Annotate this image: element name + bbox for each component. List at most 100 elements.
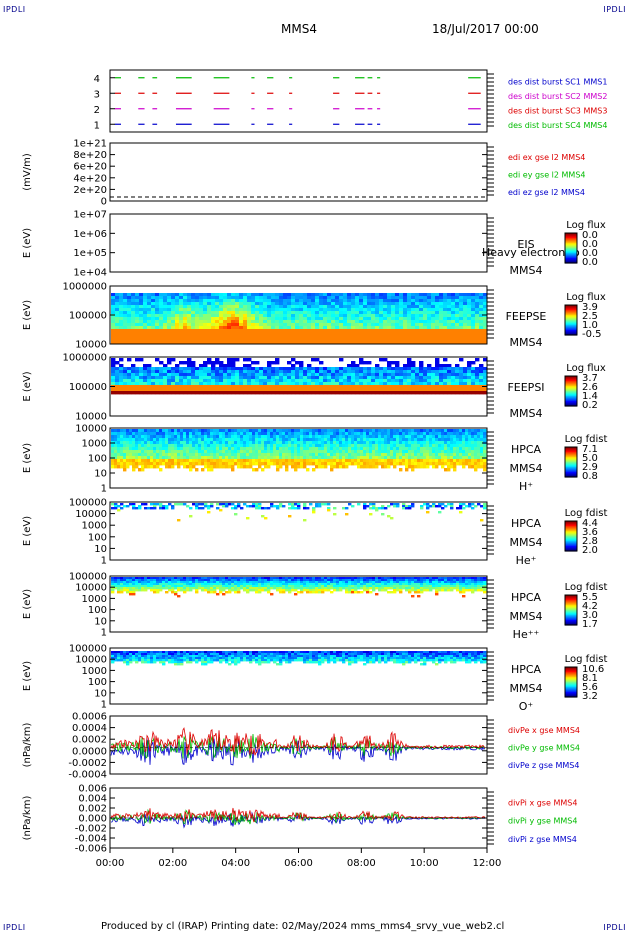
panel-hpca_he-heat-cell [237, 503, 241, 506]
panel-hpca_h-heat-cell [279, 450, 283, 454]
panel-hpca_h-heat-cell [213, 453, 217, 457]
panel-feepsi-heat-cell [403, 388, 408, 392]
panel-feepse-heat-cell [403, 302, 408, 306]
panel-feepse-heat-cell [203, 338, 208, 342]
panel-feepsi-heat-cell [219, 391, 224, 395]
panel-feepsi-heat-cell [311, 367, 316, 371]
panel-feepsi-heat-cell [367, 367, 372, 371]
panel-feepse-heat-cell [259, 299, 264, 303]
panel-feepse-heat-cell [251, 326, 256, 330]
panel-feepsi-heat-cell [291, 379, 296, 383]
panel-feepse-heat-cell [219, 341, 224, 345]
panel-hpca_he2-heat-cell [114, 583, 118, 586]
panel-hpca_h-heat-cell [297, 450, 301, 454]
panel-feepsi-heat-cell [303, 376, 308, 380]
panel-feepse-heat-cell [363, 308, 368, 312]
panel-hpca_h-heat-cell [411, 453, 415, 457]
panel-feepse-heat-cell [155, 302, 160, 306]
panel-hpca_h-heat-cell [201, 450, 205, 454]
panel-hpca_h-heat-cell [405, 450, 409, 454]
panel-feepsi-heat-cell [451, 367, 456, 371]
panel-hpca_he2-heat-cell [126, 585, 130, 588]
panel-feepsi-heat-cell [115, 379, 120, 383]
panel-hpca_h-heat-cell [201, 438, 205, 442]
panel-feepsi-heat-cell [419, 364, 424, 368]
panel-hpca_h-heat-cell [462, 459, 466, 463]
panel-feepsi-heat-cell [363, 376, 368, 380]
panel-hpca_h-heat-cell [342, 462, 346, 466]
panel-hpca_h-heat-cell [480, 462, 484, 466]
panel-feepse-heat-cell [111, 329, 116, 333]
panel-hpca_h-heat-cell [291, 456, 295, 460]
panel-feepsi-heat-cell [135, 385, 140, 389]
panel-hpca_h-heat-cell [354, 462, 358, 466]
panel-feepsi-heat-cell [271, 370, 276, 374]
panel-feepse-heat-cell [379, 326, 384, 330]
panel-feepse-heat-cell [167, 335, 172, 339]
panel-feepse-heat-cell [403, 308, 408, 312]
panel-hpca_h-heat-cell [396, 447, 400, 451]
panel-feepse-colorbar-cell [565, 320, 577, 322]
panel-hpca_h-heat-cell [246, 444, 250, 448]
panel-feepsi-heat-cell [183, 382, 188, 386]
panel-feepse-heat-cell [295, 338, 300, 342]
panel-feepse-heat-cell [483, 341, 488, 345]
panel-feepsi-heat-cell [435, 358, 440, 362]
panel-hpca_h-heat-cell [282, 429, 286, 433]
panel-hpca_h-heat-cell [288, 450, 292, 454]
panel-feepsi-heat-cell [187, 379, 192, 383]
panel-hpca_h-heat-cell [114, 444, 118, 448]
panel-feepsi-heat-cell [215, 373, 220, 377]
panel-feepse-heat-cell [183, 341, 188, 345]
panel-feepsi-heat-cell [243, 379, 248, 383]
panel-feepsi-heat-cell [207, 385, 212, 389]
panel-feepsi-heat-cell [415, 379, 420, 383]
panel-feepsi-heat-cell [127, 391, 132, 395]
panel-feepse-heat-cell [475, 302, 480, 306]
panel-hpca_h-heat-cell [243, 465, 247, 469]
panel-hpca_h-heat-cell [258, 456, 262, 460]
panel-hpca_h-heat-cell [198, 459, 202, 463]
panel-hpca_he-heat-cell [207, 511, 211, 514]
panel-feepse-heat-cell [335, 305, 340, 309]
panel-feepse-heat-cell [127, 299, 132, 303]
panel-hpca_h-heat-cell [306, 438, 310, 442]
panel-hpca_h-heat-cell [348, 447, 352, 451]
panel-feepsi-heat-cell [435, 361, 440, 365]
panel-hpca_h-heat-cell [180, 462, 184, 466]
panel-feepse-heat-cell [435, 326, 440, 330]
panel-hpca_h-heat-cell [153, 447, 157, 451]
panel-hpca_h-heat-cell [423, 450, 427, 454]
panel-feepse-heat-cell [123, 326, 128, 330]
panel-feepse-heat-cell [315, 329, 320, 333]
panel-feepse-heat-cell [371, 308, 376, 312]
panel-hpca_h-heat-cell [465, 450, 469, 454]
panel-feepse-heat-cell [191, 302, 196, 306]
panel-feepsi-heat-cell [299, 388, 304, 392]
panel-hpca_h-heat-cell [183, 447, 187, 451]
panel-hpca_h-heat-cell [210, 453, 214, 457]
panel-feepse-heat-cell [219, 326, 224, 330]
panel-hpca_he2-heat-cell [132, 589, 136, 592]
panel-hpca_h-heat-cell [129, 450, 133, 454]
panel-feepsi-heat-cell [323, 391, 328, 395]
panel-hpca_h-heat-cell [207, 456, 211, 460]
panel-hpca_h-heat-cell [189, 429, 193, 433]
panel-hpca_h-heat-cell [231, 447, 235, 451]
panel-hpca_h-heat-cell [480, 459, 484, 463]
panel-hpca_he-heat-cell [162, 507, 166, 510]
panel-hpca_h-heat-cell [249, 462, 253, 466]
panel-feepse-heat-cell [115, 296, 120, 300]
panel-feepsi-heat-cell [427, 376, 432, 380]
panel-feepse-heat-cell [143, 338, 148, 342]
panel-hpca_h-heat-cell [360, 447, 364, 451]
panel-feepse-heat-cell [311, 314, 316, 318]
panel-hpca_h-heat-cell [219, 456, 223, 460]
panel-hpca_h-heat-cell [420, 444, 424, 448]
panel-hpca_h-heat-cell [276, 444, 280, 448]
panel-hpca_h-heat-cell [396, 444, 400, 448]
panel-feepse-heat-cell [379, 314, 384, 318]
panel-hpca_he-heat-cell [312, 507, 316, 510]
panel-feepsi-heat-cell [371, 376, 376, 380]
panel-feepsi-colorbar-cell [565, 388, 577, 391]
